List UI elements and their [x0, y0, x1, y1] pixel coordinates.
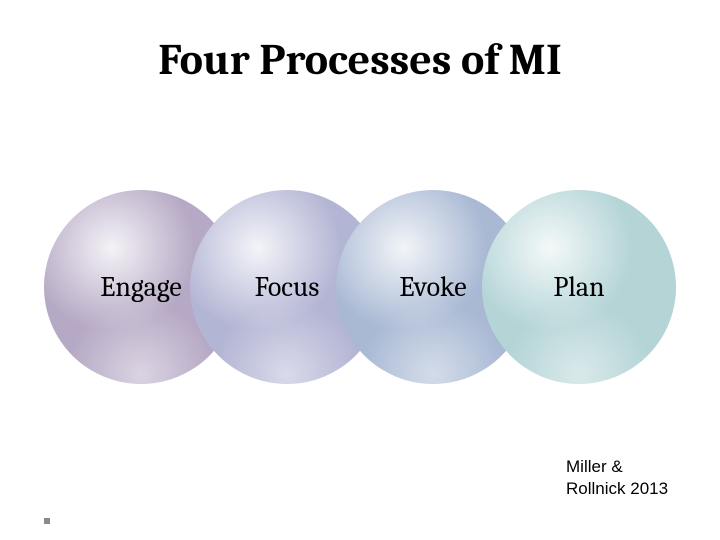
- citation-text: Miller & Rollnick 2013: [566, 456, 668, 500]
- circle-label-engage: Engage: [100, 271, 181, 303]
- bullet-dot-icon: [44, 518, 50, 524]
- circle-plan: Plan: [482, 190, 676, 384]
- circle-label-plan: Plan: [553, 271, 604, 303]
- four-circles-venn: Engage Focus Evoke Plan: [44, 190, 676, 384]
- circle-label-focus: Focus: [255, 271, 320, 303]
- citation-line1: Miller &: [566, 457, 623, 476]
- circle-label-evoke: Evoke: [399, 271, 466, 303]
- citation-line2: Rollnick 2013: [566, 479, 668, 498]
- slide-title: Four Processes of MI: [0, 34, 720, 85]
